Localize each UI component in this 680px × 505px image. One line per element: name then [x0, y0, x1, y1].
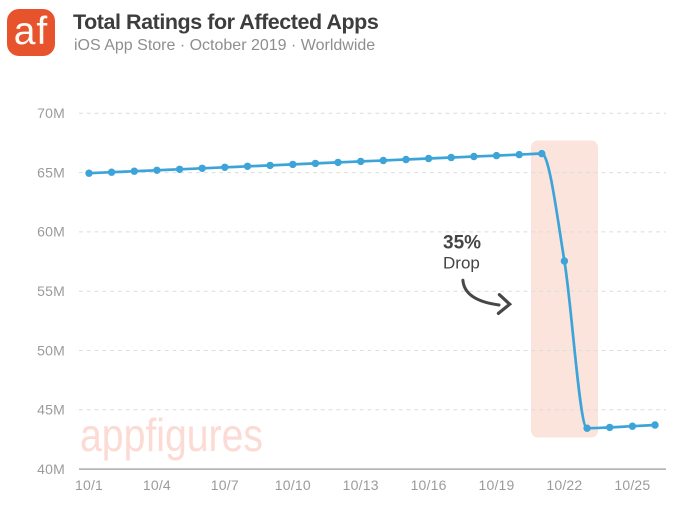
svg-text:45M: 45M: [37, 402, 65, 418]
svg-text:65M: 65M: [37, 164, 65, 180]
svg-text:appfigures: appfigures: [80, 409, 263, 461]
svg-text:40M: 40M: [37, 461, 65, 477]
svg-text:50M: 50M: [37, 342, 65, 358]
svg-text:10/7: 10/7: [211, 477, 239, 493]
svg-text:60M: 60M: [37, 224, 65, 240]
svg-text:10/13: 10/13: [343, 477, 379, 493]
svg-text:55M: 55M: [37, 283, 65, 299]
svg-text:10/1: 10/1: [75, 477, 103, 493]
svg-text:Drop: Drop: [443, 253, 480, 272]
svg-text:10/22: 10/22: [546, 477, 582, 493]
svg-text:10/4: 10/4: [143, 477, 171, 493]
svg-text:70M: 70M: [37, 105, 65, 121]
svg-text:35%: 35%: [443, 233, 481, 254]
svg-text:10/19: 10/19: [478, 477, 514, 493]
svg-text:10/10: 10/10: [275, 477, 311, 493]
svg-text:10/16: 10/16: [411, 477, 447, 493]
svg-text:10/25: 10/25: [614, 477, 650, 493]
